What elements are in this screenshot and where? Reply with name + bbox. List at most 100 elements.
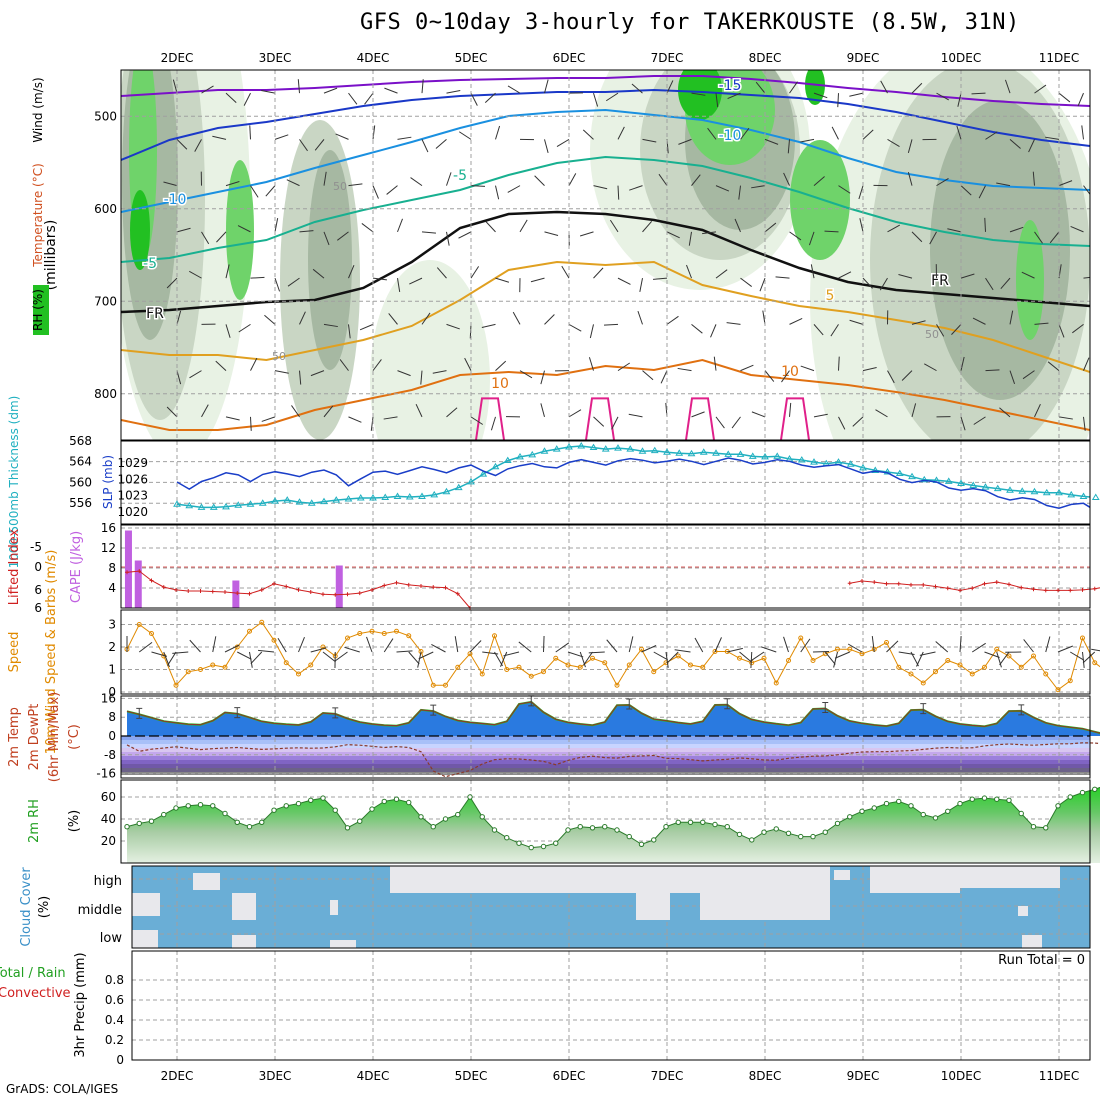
wind-barb [951, 324, 962, 335]
thickness-marker [736, 450, 745, 457]
wind-speed-marker [847, 646, 853, 652]
wind-barb [603, 323, 619, 326]
wind-barb [372, 359, 382, 371]
precip-frame [131, 950, 1091, 1061]
thickness-marker [663, 448, 671, 455]
lifted-index-marker [431, 585, 436, 590]
wind-barb [734, 218, 741, 233]
lifted-index-marker [296, 587, 301, 592]
wind-tick: 1 [108, 663, 116, 677]
wind-barb [971, 92, 986, 95]
wind-barb [764, 222, 777, 233]
wind-speed-marker [369, 628, 375, 634]
wind-barb [237, 651, 252, 660]
lifted-index-marker [1043, 588, 1048, 593]
temp-line [126, 701, 1100, 734]
temp-band [121, 760, 1090, 764]
lifted-index-marker [982, 581, 987, 586]
wind-barb [507, 185, 521, 193]
wind-barb [495, 185, 500, 200]
wind-barb [418, 651, 434, 660]
date-label-bottom: 11DEC [1039, 1069, 1079, 1083]
wind-barb [274, 218, 279, 232]
wind-barb [715, 93, 719, 108]
rh-marker [320, 795, 326, 801]
lifted-index-tick: 6 [34, 583, 42, 597]
temp-range-bar [626, 698, 633, 710]
cloud-gap [1018, 906, 1028, 916]
wind-barb [420, 370, 423, 385]
wind-barb [849, 319, 864, 325]
wind-barb [189, 370, 202, 379]
rh-marker [210, 803, 216, 809]
wind-barb [694, 637, 704, 653]
wind-barb [751, 411, 766, 418]
lifted-index-marker [333, 592, 338, 597]
wind-barb [984, 651, 1000, 658]
wind-barb [907, 171, 913, 186]
temp-tick: -8 [104, 748, 116, 762]
rh-shade [308, 150, 352, 370]
wind-barb [172, 651, 189, 654]
wind-barb [1095, 417, 1100, 422]
wind-barb [808, 231, 815, 246]
cape-ylabel: CAPE (J/kg) [69, 531, 84, 603]
wind-barb [225, 181, 240, 187]
wind-barb [568, 409, 582, 418]
wind-barb [755, 81, 766, 94]
wind-barb [323, 231, 330, 246]
wind-barb [999, 407, 1011, 418]
cape-tick: 8 [108, 561, 116, 575]
wind-barb [812, 650, 830, 653]
wind-barb [714, 637, 722, 653]
wind-barb [642, 138, 657, 143]
wind-speed-marker [712, 649, 718, 654]
lifted-index-marker [321, 592, 325, 597]
rh-marker [442, 816, 449, 822]
wind-barb [421, 312, 431, 325]
wind-barb [1049, 231, 1060, 244]
wind-barb [907, 139, 913, 154]
wind-barb [250, 357, 258, 371]
rh-area [127, 787, 1100, 863]
thickness-tick: 556 [69, 496, 92, 510]
thickness-marker [418, 492, 426, 499]
rh-shade [678, 70, 722, 120]
wind-barb [639, 278, 643, 292]
wind-barb [957, 93, 962, 107]
wind-barb [408, 651, 420, 665]
chart-title: GFS 0~10day 3-hourly for TAKERKOUSTE (8.… [360, 10, 1020, 35]
lifted-index-marker [223, 590, 227, 595]
thickness-marker [258, 499, 267, 506]
wind-tick: 0 [108, 685, 116, 699]
wind-barb [216, 231, 227, 243]
wind-barb [370, 416, 374, 431]
wind-speed-marker [590, 655, 595, 661]
thickness-marker [883, 468, 892, 475]
lifted-index-tick: 0 [34, 560, 42, 574]
wind-barb [1082, 651, 1096, 664]
date-label-top: 8DEC [749, 51, 782, 65]
wind-speed-marker [198, 667, 203, 672]
rh-legend-label: RH (%) [31, 289, 45, 331]
wind-barb [544, 314, 555, 325]
wind-barb [789, 81, 798, 94]
wind-barb [1028, 139, 1035, 153]
wind-barb [299, 311, 306, 325]
lifted-index-marker [1068, 588, 1073, 593]
wind-barb [495, 277, 510, 283]
wind-barb [287, 277, 300, 287]
wind-barb [212, 135, 227, 140]
wind-barb [201, 404, 209, 418]
wind-barb [469, 640, 482, 653]
wind-barb [238, 323, 251, 333]
rh-marker [785, 830, 792, 836]
pressure-tick: 500 [94, 109, 117, 123]
slp-line [176, 457, 1090, 509]
wind-barb [611, 416, 619, 430]
wind-barb [605, 92, 619, 102]
wind-barb [470, 92, 478, 106]
wind-barb [1094, 91, 1100, 93]
wind-barb [813, 324, 824, 336]
wind-barb [446, 172, 452, 186]
